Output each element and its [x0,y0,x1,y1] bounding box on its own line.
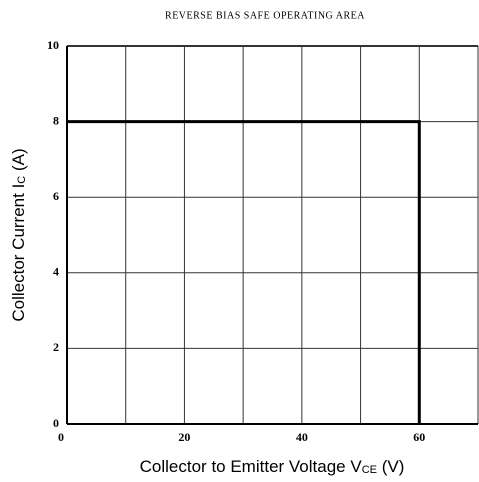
data-line [67,120,421,424]
y-label-unit: (A) [9,148,28,175]
x-tick-label: 0 [58,430,64,444]
chart-title: REVERSE BIAS SAFE OPERATING AREA [165,10,365,21]
y-tick-label: 2 [53,340,59,354]
x-tick-label: 40 [296,430,308,444]
y-label-text: Collector Current I [9,184,28,322]
x-axis-label: Collector to Emitter Voltage VCE (V) [140,457,405,476]
y-axis-label: Collector Current IC (A) [9,148,28,321]
y-tick-label: 4 [53,265,59,279]
y-tick-label: 8 [53,113,59,127]
x-label-sub: CE [362,464,377,476]
x-label-text: Collector to Emitter Voltage V [140,457,363,476]
y-label-sub: C [16,176,28,184]
x-label-unit: (V) [377,457,404,476]
x-tick-label: 60 [413,430,425,444]
y-tick-label: 0 [53,416,59,430]
y-tick-label: 6 [53,189,59,203]
x-tick-label: 20 [178,430,190,444]
y-tick-label: 10 [47,38,59,52]
